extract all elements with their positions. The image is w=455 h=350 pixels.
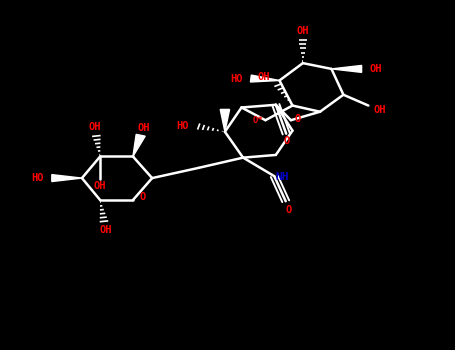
Text: O: O: [294, 114, 300, 125]
Text: OH: OH: [258, 72, 270, 82]
Text: NH: NH: [275, 172, 289, 182]
Text: O: O: [139, 192, 146, 202]
Text: OH: OH: [297, 27, 309, 36]
Text: O: O: [285, 205, 292, 215]
Polygon shape: [133, 134, 145, 156]
Text: O*: O*: [252, 117, 263, 126]
Text: OH: OH: [99, 225, 111, 235]
Polygon shape: [250, 75, 279, 82]
Text: HO: HO: [31, 173, 44, 183]
Text: HO: HO: [230, 74, 243, 84]
Polygon shape: [331, 65, 362, 72]
Text: OH: OH: [374, 105, 386, 115]
Text: OH: OH: [137, 123, 150, 133]
Text: OH: OH: [89, 122, 101, 132]
Text: OH: OH: [369, 64, 382, 74]
Text: HO: HO: [176, 121, 188, 131]
Polygon shape: [52, 175, 82, 182]
Text: OH: OH: [94, 181, 106, 191]
Text: O: O: [283, 136, 289, 146]
Polygon shape: [220, 110, 230, 132]
